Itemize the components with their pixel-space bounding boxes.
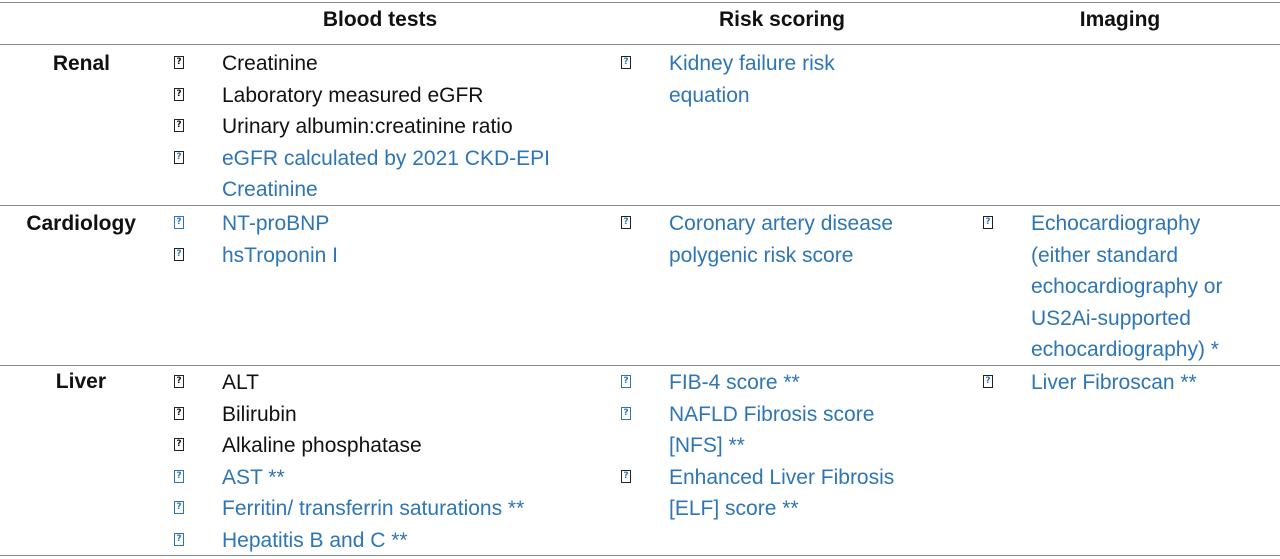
renal-blood-tests-cell: ? Creatinine? Laboratory measured eGFR? Uri… [174, 48, 622, 206]
list-item: ? Echocardiography [983, 208, 1271, 240]
list-item-continuation: polygenic risk score [669, 243, 854, 267]
list-item-continuation: echocardiography) * [1031, 338, 1219, 362]
renal-risk-scoring-cell: ? Kidney failure risk equation [621, 48, 1069, 111]
row-label-liver: Liver [55, 370, 106, 393]
bullet-icon: ? [174, 216, 184, 229]
header-risk-scoring: Risk scoring [718, 8, 846, 31]
list-item: ? ALT [174, 367, 622, 399]
list-item-text: NAFLD Fibrosis score [669, 402, 875, 426]
bullet-icon: ? [621, 375, 631, 388]
list-item: ? Creatinine [174, 48, 622, 80]
list-item: ? Kidney failure risk [621, 48, 1069, 80]
cardiology-bottom-rule [0, 365, 1280, 366]
bullet-icon: ? [174, 406, 184, 420]
bullet-icon: ? [983, 375, 993, 388]
list-item-text: FIB-4 score ** [669, 371, 800, 394]
bullet-icon: ? [621, 216, 631, 229]
liver-blood-tests-cell: ? ALT? Bilirubin? Alkaline phosphatase? AST … [174, 367, 622, 557]
list-item-text: hsTroponin I [222, 243, 338, 267]
list-item-text: Laboratory measured eGFR [222, 83, 484, 107]
cardiology-risk-scoring-cell: ? Coronary artery disease polygenic risk s… [621, 208, 1069, 271]
bullet-icon: ? [174, 438, 184, 452]
list-item-continuation: Creatinine [222, 178, 318, 202]
table-top-rule [0, 2, 1280, 3]
bullet-icon: ? [174, 150, 184, 164]
list-item-text: Ferritin/ transferrin saturations ** [222, 497, 525, 521]
list-item-text: Enhanced Liver Fibrosis [669, 465, 895, 489]
list-item-text: Liver Fibroscan ** [1031, 371, 1197, 394]
list-item: ? eGFR calculated by 2021 CKD-EPI [174, 143, 622, 175]
list-item-text: NT-proBNP [222, 212, 330, 235]
bullet-icon: ? [174, 469, 184, 483]
list-item-text: eGFR calculated by 2021 CKD-EPI [222, 146, 550, 170]
header-bottom-rule [0, 44, 1280, 45]
list-item: ? AST ** [174, 462, 622, 494]
list-item: ? Laboratory measured eGFR [174, 80, 622, 112]
list-item-text: Echocardiography [1031, 212, 1201, 235]
list-item: ? Liver Fibroscan ** [983, 367, 1271, 399]
bullet-icon: ? [174, 375, 184, 388]
renal-bottom-rule [0, 205, 1280, 206]
liver-risk-scoring-cell: ? FIB-4 score **? NAFLD Fibrosis score [NFS… [621, 367, 1069, 525]
list-item: ? FIB-4 score ** [621, 367, 1069, 399]
list-item: ? Coronary artery disease [621, 208, 1069, 240]
list-item-continuation: equation [669, 83, 750, 107]
list-item: ? Hepatitis B and C ** [174, 525, 622, 557]
list-item-text: Coronary artery disease [669, 212, 894, 235]
list-item-continuation: [ELF] score ** [669, 497, 799, 521]
list-item-continuation: echocardiography or [1031, 275, 1223, 299]
cardiology-imaging-cell: ? Echocardiography (either standard echocar… [983, 208, 1271, 366]
bullet-icon: ? [174, 119, 184, 133]
list-item: ? Ferritin/ transferrin saturations ** [174, 493, 622, 525]
row-label-renal: Renal [52, 52, 110, 75]
row-label-cardiology: Cardiology [26, 212, 136, 235]
list-item: ? NAFLD Fibrosis score [621, 399, 1069, 431]
liver-imaging-cell: ? Liver Fibroscan ** [983, 367, 1271, 399]
bullet-icon: ? [174, 87, 184, 101]
bullet-icon: ? [174, 56, 184, 69]
list-item-text: Creatinine [222, 52, 318, 75]
list-item-continuation: [NFS] ** [669, 434, 745, 458]
bullet-icon: ? [174, 532, 184, 546]
list-item-continuation: US2Ai-supported [1031, 306, 1191, 330]
bullet-icon: ? [174, 247, 184, 261]
list-item-continuation: (either standard [1031, 243, 1179, 267]
list-item: ? hsTroponin I [174, 240, 622, 272]
bullet-icon: ? [174, 501, 184, 515]
list-item-text: Urinary albumin:creatinine ratio [222, 115, 513, 139]
list-item-text: Hepatitis B and C ** [222, 528, 408, 552]
header-imaging: Imaging [1079, 8, 1161, 31]
bullet-icon: ? [621, 406, 631, 420]
list-item: ? Alkaline phosphatase [174, 430, 622, 462]
list-item: ? Enhanced Liver Fibrosis [621, 462, 1069, 494]
list-item: ? NT-proBNP [174, 208, 622, 240]
header-blood-tests: Blood tests [322, 8, 438, 31]
table-bottom-rule [0, 555, 1280, 556]
bullet-icon: ? [983, 216, 993, 229]
bullet-icon: ? [621, 469, 631, 483]
list-item-text: AST ** [222, 465, 285, 489]
cardiology-blood-tests-cell: ? NT-proBNP? hsTroponin I [174, 208, 622, 272]
list-item: ? Bilirubin [174, 399, 622, 431]
list-item: ? Urinary albumin:creatinine ratio [174, 111, 622, 143]
list-item-text: Bilirubin [222, 402, 297, 426]
list-item-text: Kidney failure risk [669, 52, 835, 75]
list-item-text: Alkaline phosphatase [222, 434, 422, 458]
bullet-icon: ? [621, 56, 631, 69]
list-item-text: ALT [222, 371, 259, 394]
